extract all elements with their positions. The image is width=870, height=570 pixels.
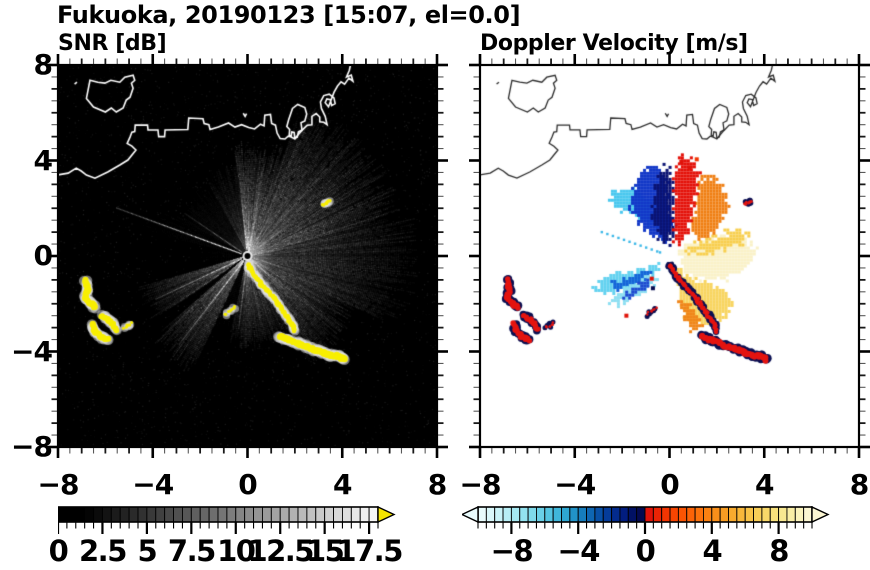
snr-colorbar-tick-label: 17.5 [336, 534, 403, 568]
snr-y-tick-label: −8 [11, 430, 53, 463]
snr-x-tick-label: 0 [238, 468, 257, 501]
velocity-x-tick-label: 8 [849, 468, 869, 501]
figure-title: Fukuoka, 20190123 [15:07, el=0.0] [57, 1, 521, 29]
snr-colorbar-tick-label: 10 [217, 534, 256, 568]
snr-colorbar-tick-label: 0 [48, 534, 69, 568]
snr-colorbar-tick-label: 15 [305, 534, 345, 568]
velocity-colorbar-tick-label: −4 [557, 534, 600, 568]
snr-y-tick-label: −4 [11, 334, 53, 368]
velocity-colorbar-tick-label: 4 [702, 534, 722, 568]
snr-x-tick-label: −8 [37, 468, 80, 501]
snr-x-tick-label: 8 [427, 468, 447, 501]
velocity-plot-canvas [480, 65, 859, 447]
snr-colorbar-tick-label: 12.5 [247, 534, 314, 568]
snr-x-tick-label: 4 [333, 468, 352, 501]
velocity-x-tick-label: −8 [459, 468, 502, 501]
velocity-colorbar-tick-label: −8 [490, 534, 534, 568]
velocity-colorbar-tick-label: 0 [635, 534, 656, 568]
velocity-panel-title: Doppler Velocity [m/s] [480, 31, 748, 56]
velocity-colorbar-tick-label: 8 [769, 534, 789, 568]
snr-y-tick-label: 4 [33, 143, 53, 177]
snr-colorbar [58, 506, 396, 534]
velocity-colorbar [462, 506, 830, 534]
snr-panel-title: SNR [dB] [58, 31, 167, 56]
velocity-x-tick-label: −4 [554, 468, 596, 501]
snr-colorbar-tick-label: 5 [137, 534, 158, 568]
velocity-x-tick-label: 0 [660, 468, 679, 501]
snr-y-tick-label: 8 [33, 48, 53, 81]
snr-x-tick-label: −4 [132, 468, 174, 501]
snr-plot-canvas [58, 65, 437, 447]
snr-y-tick-label: 0 [33, 239, 53, 272]
velocity-x-tick-label: 4 [755, 468, 774, 501]
snr-colorbar-tick-label: 7.5 [167, 534, 216, 568]
snr-colorbar-tick-label: 2.5 [79, 534, 127, 568]
